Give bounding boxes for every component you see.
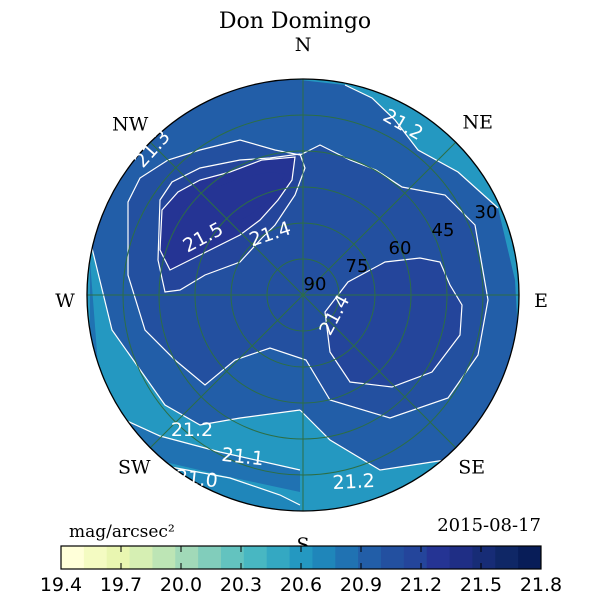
- colorbar-tick-label: 19.4: [40, 574, 82, 596]
- colorbar-segment: [335, 546, 359, 569]
- colorbar-segment: [289, 546, 313, 569]
- contour-21-3: [127, 139, 489, 419]
- altitude-label-45: 45: [432, 220, 455, 241]
- altitude-label-60: 60: [389, 238, 412, 259]
- altitude-labels: 30 45 60 75 90: [304, 202, 498, 295]
- direction-label-n: N: [295, 34, 312, 56]
- altitude-label-30: 30: [475, 202, 498, 223]
- direction-label-w: W: [55, 290, 75, 312]
- region-21-6: [176, 172, 285, 246]
- colorbar-ticks: 19.4 19.7 20.0 20.3 20.6 20.9 21.2 21.5 21.8: [40, 546, 562, 596]
- colorbar-segment: [221, 546, 245, 569]
- colorbar-tick-label: 20.0: [160, 574, 202, 596]
- contour-label: 21.0: [174, 466, 218, 492]
- colorbar-tick-label: 21.8: [520, 574, 562, 596]
- polar-grid: [87, 79, 519, 511]
- colorbar-segment: [243, 546, 268, 569]
- colorbar-segment: [61, 546, 85, 569]
- colorbar-segment: [518, 546, 542, 569]
- contour-label: 21.2: [171, 419, 213, 441]
- azimuth-spoke: [302, 141, 457, 296]
- colorbar-segment: [358, 546, 382, 569]
- colorbar-segment: [152, 546, 176, 569]
- chart-title: Don Domingo: [219, 9, 371, 34]
- colorbar-segment: [198, 546, 222, 569]
- contour-label: 21.2: [332, 470, 375, 494]
- colorbar: [60, 545, 542, 570]
- azimuth-spoke: [302, 294, 457, 449]
- contour-21-4: [157, 153, 463, 388]
- azimuth-spoke: [149, 294, 304, 449]
- colorbar-segment: [403, 546, 428, 569]
- colorbar-segment: [106, 546, 130, 569]
- dome-border: [86, 78, 520, 512]
- azimuth-spoke: [149, 141, 304, 296]
- colorbar-segment: [312, 546, 336, 569]
- direction-label-e: E: [534, 290, 548, 312]
- colorbar-segment: [83, 546, 108, 569]
- colorbar-segment: [266, 546, 290, 569]
- contour-label: 21.1: [220, 444, 264, 470]
- colorbar-segment: [129, 546, 153, 569]
- colorbar-segment: [472, 546, 496, 569]
- colorbar-segment: [426, 546, 450, 569]
- altitude-label-75: 75: [346, 256, 369, 277]
- colorbar-label: mag/arcsec²: [69, 522, 175, 542]
- colorbar-segment: [175, 546, 199, 569]
- altitude-label-90: 90: [304, 274, 327, 295]
- date-label: 2015-08-17: [437, 515, 541, 536]
- direction-label-nw: NW: [112, 113, 149, 135]
- direction-label-sw: SW: [118, 457, 151, 479]
- colorbar-segment: [381, 546, 405, 569]
- direction-label-se: SE: [458, 457, 485, 479]
- colorbar-tick-label: 20.6: [280, 574, 322, 596]
- colorbar-segment: [449, 546, 473, 569]
- colorbar-tick-label: 20.3: [220, 574, 262, 596]
- colorbar-tick-label: 21.5: [460, 574, 502, 596]
- colorbar-tick-label: 20.9: [340, 574, 382, 596]
- colorbar-tick-label: 19.7: [100, 574, 142, 596]
- contour-21-5: [159, 156, 296, 271]
- direction-label-ne: NE: [462, 111, 493, 133]
- region-21-1: [90, 260, 300, 492]
- colorbar-tick-label: 21.2: [400, 574, 442, 596]
- region-21-4b: [325, 258, 462, 387]
- colorbar-segment: [495, 546, 519, 569]
